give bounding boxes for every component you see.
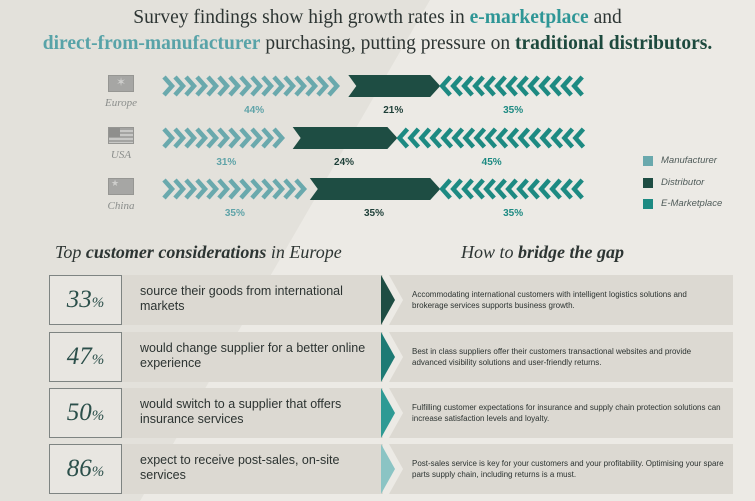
data-label-distributor: 35% xyxy=(363,208,384,219)
category-label: USA xyxy=(110,149,132,161)
headline: Survey findings show high growth rates i… xyxy=(0,5,755,57)
headline-line-2: direct-from-manufacturer purchasing, put… xyxy=(0,31,755,57)
legend-swatch xyxy=(643,199,653,209)
title-text: How to xyxy=(461,242,519,262)
legend-swatch xyxy=(643,178,653,188)
gap-card: Fulfilling customer expectations for ins… xyxy=(389,388,733,438)
bar-segment-emarketplace xyxy=(439,75,584,97)
percent-value: 50 xyxy=(66,399,92,426)
percent-value: 33 xyxy=(66,286,92,313)
data-label-manufacturer: 35% xyxy=(224,208,245,219)
bar-segment-manufacturer xyxy=(162,75,341,97)
percent-value: 86 xyxy=(66,455,92,482)
data-label-emarketplace: 35% xyxy=(503,105,524,116)
arrow-icon xyxy=(381,388,395,438)
percent-sign: % xyxy=(91,408,105,424)
consideration-text: would change supplier for a better onlin… xyxy=(140,341,366,370)
gap-card: Best in class suppliers offer their cust… xyxy=(389,332,733,382)
legend-swatch xyxy=(643,156,653,166)
data-label-distributor: 24% xyxy=(334,157,355,168)
arrow-icon xyxy=(381,275,395,325)
consideration-card: 33% source their goods from internationa… xyxy=(49,275,383,325)
data-label-emarketplace: 45% xyxy=(481,157,502,168)
gap-text: Post-sales service is key for your custo… xyxy=(412,459,724,479)
category-label: Europe xyxy=(105,97,137,109)
data-label-emarketplace: 35% xyxy=(503,208,524,219)
gap-text: Best in class suppliers offer their cust… xyxy=(412,347,692,367)
bar-segment-emarketplace xyxy=(396,127,586,149)
bar-segment-emarketplace xyxy=(439,178,584,200)
percent-sign: % xyxy=(91,295,105,311)
consideration-card: 86% expect to receive post-sales, on-sit… xyxy=(49,444,383,494)
headline-emphasis-manufacturer: direct-from-manufacturer xyxy=(42,33,261,54)
arrow-icon xyxy=(381,332,395,382)
considerations-title: Top customer considerations in Europe xyxy=(55,242,342,263)
consideration-percent: 50% xyxy=(49,388,122,438)
us-flag-icon xyxy=(108,127,134,144)
consideration-percent: 33% xyxy=(49,275,122,325)
data-label-manufacturer: 31% xyxy=(216,157,237,168)
headline-emphasis-emarketplace: e-marketplace xyxy=(469,7,589,28)
title-emphasis: bridge the gap xyxy=(518,242,625,262)
legend-label: Manufacturer xyxy=(661,155,717,166)
gap-card: Accommodating international customers wi… xyxy=(389,275,733,325)
bar-row xyxy=(162,178,584,200)
gap-text: Accommodating international customers wi… xyxy=(412,290,687,310)
eu-flag-icon xyxy=(108,75,134,92)
cn-flag-icon xyxy=(108,178,134,195)
consideration-percent: 86% xyxy=(49,444,122,494)
category-label: China xyxy=(107,200,135,212)
consideration-card: 47% would change supplier for a better o… xyxy=(49,332,383,382)
headline-text: and xyxy=(588,7,622,28)
bar-segment-manufacturer xyxy=(162,178,308,200)
consideration-text: expect to receive post-sales, on-site se… xyxy=(140,453,340,482)
headline-line-1: Survey findings show high growth rates i… xyxy=(0,5,755,31)
title-text: in Europe xyxy=(266,242,342,262)
legend-label: E-Marketplace xyxy=(661,198,723,209)
consideration-card: 50% would switch to a supplier that offe… xyxy=(49,388,383,438)
bar-segment-distributor xyxy=(348,75,441,97)
headline-emphasis-distributors: traditional distributors. xyxy=(515,33,713,54)
bridge-gap-title: How to bridge the gap xyxy=(461,242,624,263)
consideration-percent: 47% xyxy=(49,332,122,382)
data-label-manufacturer: 44% xyxy=(244,105,265,116)
data-label-distributor: 21% xyxy=(383,105,404,116)
consideration-text: would switch to a supplier that offers i… xyxy=(140,397,342,426)
bar-segment-distributor xyxy=(292,127,398,149)
title-text: Top xyxy=(55,242,86,262)
percent-value: 47 xyxy=(66,343,92,370)
bar-row xyxy=(162,127,586,149)
bar-segment-manufacturer xyxy=(162,127,286,149)
legend-label: Distributor xyxy=(661,177,705,188)
arrow-icon xyxy=(381,444,395,494)
percent-sign: % xyxy=(91,352,105,368)
bar-segment-distributor xyxy=(309,178,441,200)
headline-text: purchasing, putting pressure on xyxy=(260,33,516,54)
gap-card: Post-sales service is key for your custo… xyxy=(389,444,733,494)
title-emphasis: customer considerations xyxy=(85,242,267,262)
bar-row xyxy=(162,75,584,97)
headline-text: Survey findings show high growth rates i… xyxy=(133,7,470,28)
percent-sign: % xyxy=(91,464,105,480)
gap-text: Fulfilling customer expectations for ins… xyxy=(412,403,721,423)
consideration-text: source their goods from international ma… xyxy=(140,284,343,313)
